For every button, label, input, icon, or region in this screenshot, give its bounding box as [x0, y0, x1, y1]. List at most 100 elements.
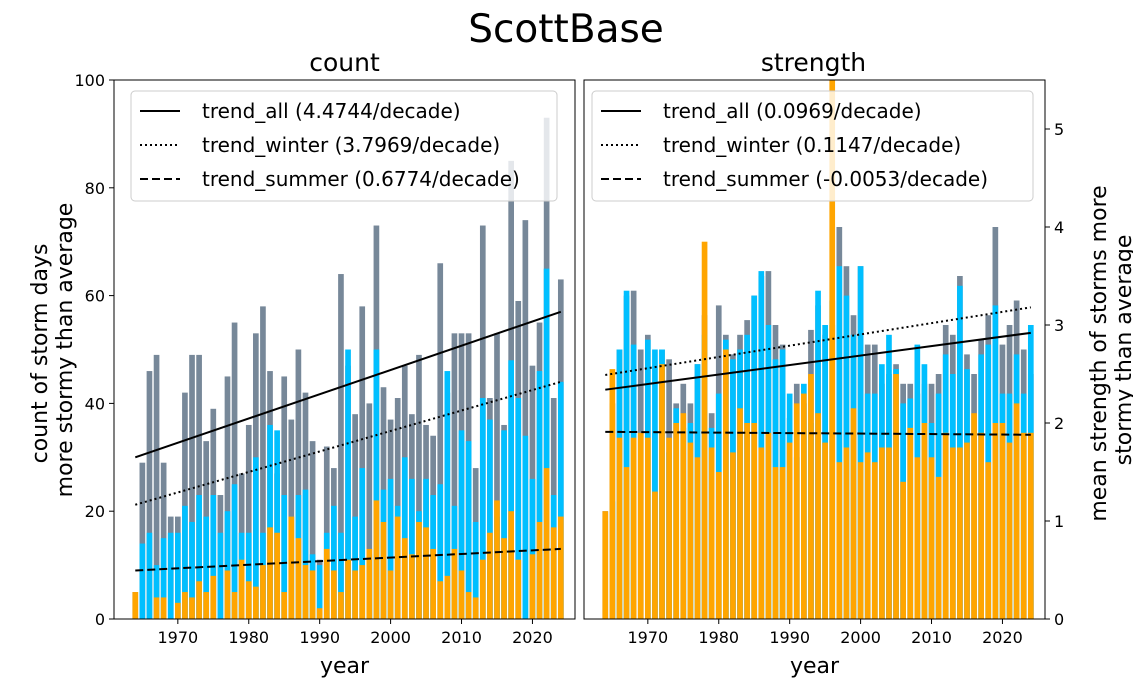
bar-summer-2012	[942, 432, 949, 619]
strength-xlabel: year	[790, 654, 840, 679]
bar-summer-1985	[751, 423, 758, 619]
bar-summer-2022	[543, 468, 550, 619]
bar-summer-2009	[451, 548, 458, 619]
strength-bars	[602, 80, 1034, 619]
bar-all-1980	[245, 424, 252, 619]
bar-summer-2006	[430, 548, 436, 619]
bar-summer-2005	[893, 374, 899, 619]
bar-summer-1994	[815, 413, 821, 619]
bar-summer-1968	[160, 597, 167, 619]
bar-all-1989	[309, 441, 316, 619]
bar-winter-1983	[267, 424, 273, 619]
ytick-label-2: 2	[1054, 414, 1064, 433]
bar-summer-1986	[288, 516, 295, 619]
bar-winter-1984	[274, 430, 280, 619]
bar-summer-1996	[829, 80, 836, 619]
bar-summer-2017	[508, 511, 514, 619]
bar-summer-1989	[309, 570, 316, 619]
bar-summer-2016	[971, 413, 977, 619]
bar-all-1996	[359, 306, 366, 619]
bar-summer-2019	[992, 423, 999, 619]
ytick-label-20: 20	[85, 502, 105, 521]
bar-winter-1969	[167, 532, 174, 619]
bar-winter-2021	[536, 371, 543, 619]
bar-summer-2008	[914, 457, 921, 619]
bar-summer-2014	[957, 447, 963, 619]
bar-summer-2005	[423, 527, 429, 619]
bar-summer-1995	[352, 570, 358, 619]
trend_summer-line	[605, 430, 1031, 436]
bar-summer-2014	[487, 532, 493, 619]
bar-summer-1996	[359, 565, 366, 619]
bar-all-1977	[224, 376, 231, 619]
count-title: count	[309, 48, 380, 77]
bar-summer-1995	[822, 442, 828, 619]
bar-summer-2001	[864, 452, 871, 619]
xtick-label-2000: 2000	[370, 628, 411, 647]
count-bars	[132, 117, 564, 619]
strength-plot-frame	[583, 79, 1046, 620]
ytick-label-40: 40	[85, 394, 105, 413]
bar-summer-2000	[387, 570, 394, 619]
bar-summer-2020	[529, 554, 536, 619]
bar-summer-1989	[779, 467, 786, 619]
trend_all-line	[605, 331, 1031, 391]
bar-summer-1981	[723, 349, 729, 619]
bar-summer-1978	[701, 241, 708, 619]
bar-summer-1993	[338, 592, 344, 619]
xtick-label-2010: 2010	[911, 628, 952, 647]
bar-summer-2001	[394, 516, 401, 619]
bar-summer-1982	[260, 565, 266, 619]
bar-summer-1988	[302, 565, 309, 619]
bar-summer-2007	[437, 581, 444, 619]
bar-winter-1967	[153, 565, 160, 619]
bar-winter-2011	[465, 441, 472, 619]
bar-summer-2012	[472, 597, 479, 619]
bar-summer-1990	[786, 442, 793, 619]
xtick-label-1980: 1980	[698, 628, 739, 647]
xtick-label-1970: 1970	[627, 628, 668, 647]
bar-winter-2022	[543, 268, 550, 619]
xtick-label-1990: 1990	[299, 628, 340, 647]
bar-summer-2000	[857, 462, 864, 619]
count-plot-frame	[113, 79, 576, 620]
ytick-label-1: 1	[1054, 512, 1064, 531]
bar-all-2007	[437, 263, 444, 619]
legend-box	[130, 90, 558, 202]
bar-summer-2006	[900, 481, 906, 619]
bar-summer-1967	[153, 597, 160, 619]
bar-summer-1979	[238, 559, 245, 619]
strength-title: strength	[761, 48, 866, 77]
bar-winter-1986	[758, 271, 765, 619]
bar-summer-1997	[366, 548, 373, 619]
bar-summer-2011	[935, 476, 942, 619]
bar-winter-1974	[203, 516, 210, 619]
trend_summer-line	[135, 547, 561, 572]
bar-winter-1985	[281, 495, 288, 619]
bar-summer-1964	[602, 511, 609, 619]
bar-summer-2023	[550, 527, 557, 619]
xtick-label-1970: 1970	[157, 628, 198, 647]
bar-summer-1997	[836, 462, 843, 619]
count-ylabel-line-1: count of storm days	[28, 244, 53, 464]
bar-summer-2015	[964, 442, 970, 619]
bar-winter-1978	[231, 484, 238, 619]
bar-summer-1985	[281, 592, 288, 619]
bar-summer-2004	[886, 447, 892, 619]
xtick-label-1980: 1980	[228, 628, 269, 647]
trend_winter-line	[605, 306, 1031, 376]
legend-box	[591, 90, 1034, 202]
bar-summer-1964	[132, 592, 139, 619]
bar-summer-2022	[1013, 403, 1020, 619]
bar-winter-1971	[182, 505, 188, 619]
legend-label-trend_summer: trend_summer (-0.0053/decade)	[663, 167, 988, 191]
bar-summer-1975	[210, 575, 217, 619]
bar-summer-1980	[245, 581, 252, 619]
bar-summer-1972	[189, 597, 195, 619]
bar-summer-1968	[630, 437, 637, 619]
legend-label-trend_all: trend_all (0.0969/decade)	[663, 99, 922, 123]
bar-summer-1994	[345, 559, 351, 619]
bar-summer-2003	[879, 447, 885, 619]
bar-summer-1991	[793, 403, 800, 619]
bar-summer-2002	[401, 538, 408, 619]
